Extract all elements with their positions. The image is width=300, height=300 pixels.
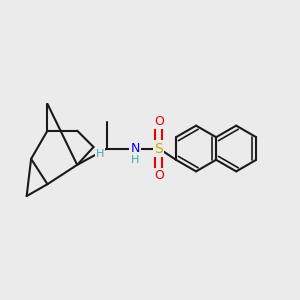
Text: O: O [154,169,164,182]
Text: S: S [154,142,163,155]
Text: H: H [96,149,105,159]
Text: N: N [130,142,140,155]
Text: O: O [154,115,164,128]
Text: H: H [131,155,139,165]
